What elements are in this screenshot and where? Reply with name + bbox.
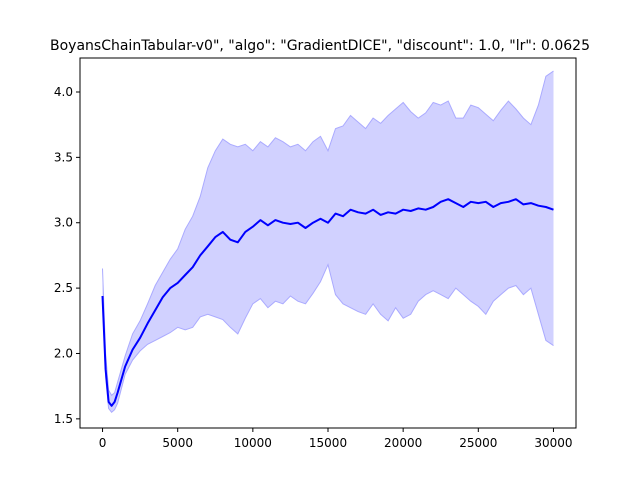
- band-upper-edge: [102, 70, 554, 397]
- x-tick-label: 20000: [384, 436, 422, 450]
- y-axis: 1.5 2.0 2.5 3.0 3.5 4.0: [54, 85, 80, 426]
- y-tick-label: 1.5: [54, 412, 73, 426]
- x-tick-label: 0: [99, 436, 107, 450]
- x-axis: 0 5000 10000 15000 20000 25000 30000: [99, 428, 573, 450]
- y-tick-label: 4.0: [54, 85, 73, 99]
- y-tick-label: 3.0: [54, 216, 73, 230]
- chart-title: BoyansChainTabular-v0", "algo": "Gradien…: [50, 38, 590, 54]
- x-tick-label: 30000: [534, 436, 572, 450]
- x-tick-label: 10000: [234, 436, 272, 450]
- x-tick-label: 15000: [309, 436, 347, 450]
- confidence-band: [102, 71, 554, 413]
- plot-area: [101, 70, 554, 414]
- y-tick-label: 2.0: [54, 346, 73, 360]
- mean-line: [101, 198, 554, 407]
- y-tick-label: 3.5: [54, 150, 73, 164]
- band-lower-edge: [102, 263, 554, 414]
- y-tick-label: 2.5: [54, 281, 73, 295]
- x-tick-label: 25000: [459, 436, 497, 450]
- x-tick-label: 5000: [162, 436, 193, 450]
